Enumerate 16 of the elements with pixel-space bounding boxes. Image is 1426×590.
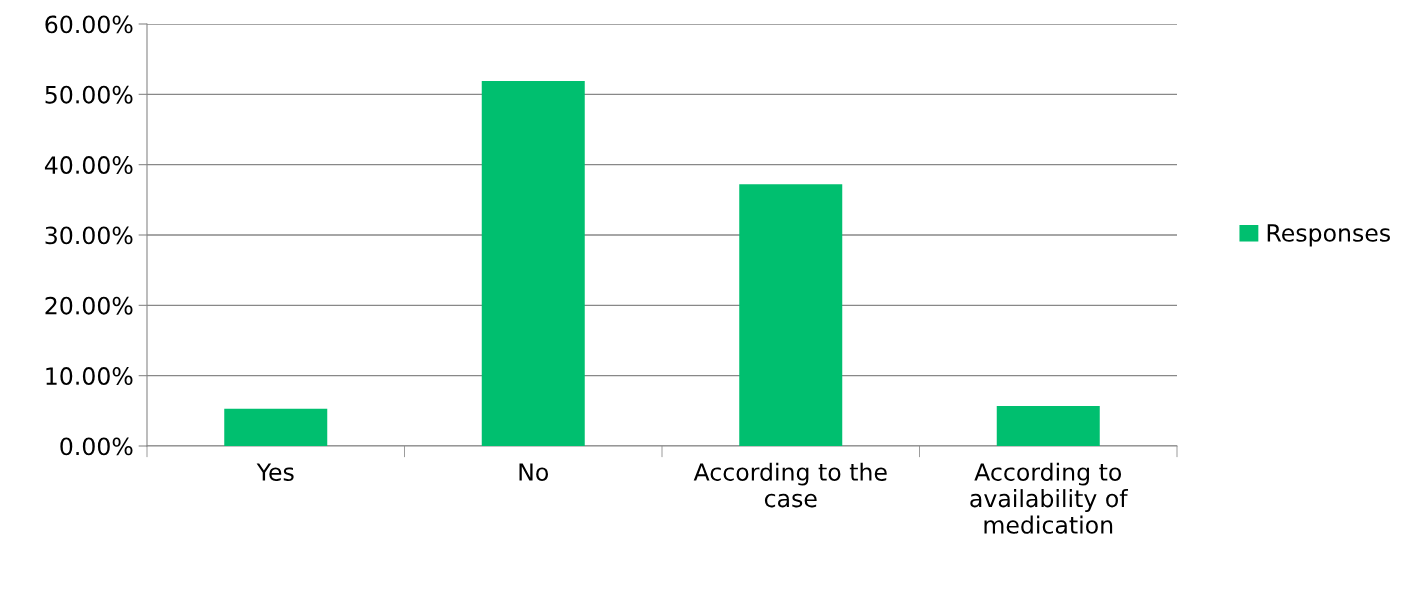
y-tick-label: 0.00%: [60, 437, 133, 456]
y-tick-label: 10.00%: [46, 367, 133, 385]
x-tick-label: Yes: [256, 463, 294, 481]
bar: [996, 405, 1100, 446]
bar: [224, 408, 328, 446]
bar: [481, 80, 585, 446]
y-tick-label: 50.00%: [45, 85, 133, 104]
x-tick-label: According to the case: [693, 462, 887, 508]
y-tick-label: 40.00%: [44, 156, 133, 174]
bar: [739, 184, 843, 446]
x-tick-label: According to availability of medication: [970, 462, 1129, 534]
x-tick-label: No: [519, 463, 549, 481]
y-tick-label: 60.00%: [45, 15, 133, 34]
y-tick-label: 20.00%: [45, 296, 133, 315]
y-tick-label: 30.00%: [45, 226, 133, 245]
legend-label: Responses: [1267, 224, 1390, 247]
